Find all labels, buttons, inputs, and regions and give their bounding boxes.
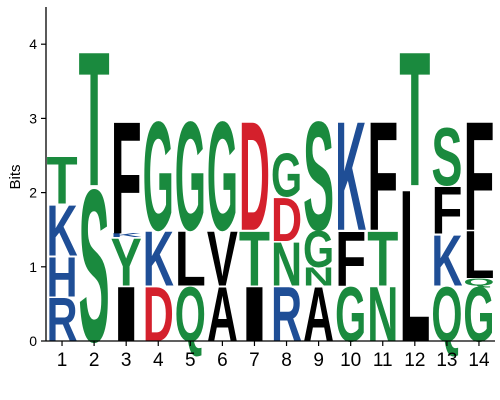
x-tick-label: 13 — [436, 350, 457, 371]
x-tick-label: 14 — [468, 350, 490, 371]
logo-letter-f: F — [367, 89, 398, 264]
logo-letter-g: G — [207, 90, 238, 264]
x-tick-label: 3 — [121, 350, 132, 371]
logo-letter-k: K — [143, 216, 174, 303]
logo-letter-n: N — [271, 231, 302, 300]
logo-letter-t: T — [79, 12, 110, 227]
logo-letter-f: F — [431, 172, 462, 248]
logo-letter-l: L — [175, 216, 206, 302]
y-tick-label: 1 — [29, 259, 37, 275]
logo-letter-t: T — [239, 216, 270, 302]
x-tick-label: 11 — [373, 350, 393, 371]
logo-letter-d: D — [271, 186, 302, 255]
x-tick-label: 8 — [281, 350, 292, 371]
logo-letter-d: D — [239, 91, 270, 264]
logo-letter-f: F — [463, 89, 494, 264]
logo-letter-s: S — [79, 146, 110, 388]
logo-letter-k: K — [431, 220, 462, 301]
y-tick-label: 0 — [29, 333, 37, 349]
y-axis-title: Bits — [7, 164, 24, 189]
x-tick-label: 4 — [153, 350, 164, 371]
x-tick-label: 12 — [404, 350, 425, 371]
y-tick-label: 3 — [29, 110, 37, 126]
logo-letter-l: L — [399, 145, 430, 387]
logo-letter-g: G — [271, 142, 302, 211]
axes: Bits — [7, 7, 495, 342]
logo-letter-v: V — [207, 215, 238, 302]
logo-letter-t: T — [399, 12, 430, 227]
logo-letter-t: T — [367, 216, 398, 302]
logo-letter-g: G — [175, 90, 206, 264]
y-tick-label: 4 — [29, 36, 37, 52]
logo-letter-k: K — [46, 190, 77, 271]
x-tick-label: 9 — [313, 350, 324, 371]
logo-letter-f: F — [335, 216, 366, 302]
x-tick-label: 5 — [185, 350, 196, 371]
logo-letter-s: S — [303, 90, 334, 263]
logo-letter-n: N — [303, 262, 334, 291]
x-tick-label: 2 — [89, 350, 100, 371]
logo-letter-g: G — [143, 90, 174, 264]
logo-letter-l: L — [463, 217, 494, 293]
x-tick-label: 10 — [340, 350, 361, 371]
logo-letter-f: F — [111, 89, 142, 268]
y-tick-label: 2 — [29, 185, 37, 201]
logo-letter-t: T — [46, 143, 77, 219]
x-tick-label: 7 — [249, 350, 260, 371]
logo-letter-k: K — [335, 91, 366, 264]
logo-letter-y: Y — [111, 226, 142, 300]
logo-letter-h: H — [46, 245, 77, 309]
logo-letter-k: K — [111, 232, 142, 238]
logo-letter-g: G — [303, 220, 334, 278]
logo-letter-s: S — [431, 111, 462, 203]
logo-letter-q: Q — [463, 276, 494, 287]
x-tick-label: 1 — [57, 350, 68, 371]
x-tick-label: 6 — [217, 350, 228, 371]
